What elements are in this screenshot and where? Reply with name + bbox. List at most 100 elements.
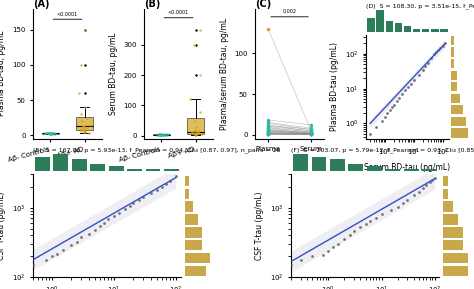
Point <box>366 132 374 136</box>
Point <box>46 132 54 136</box>
Point <box>78 119 85 123</box>
Bar <box>451 59 454 68</box>
Point <box>307 130 315 135</box>
Point <box>79 128 87 133</box>
Bar <box>91 164 105 171</box>
Point <box>48 131 56 136</box>
Y-axis label: Plasma/serum BD-tau, pg/mL: Plasma/serum BD-tau, pg/mL <box>219 18 228 130</box>
Point <box>157 132 165 137</box>
Bar <box>185 214 198 225</box>
Point <box>264 131 272 136</box>
Point <box>104 217 112 222</box>
Bar <box>443 176 448 186</box>
Bar <box>395 23 402 32</box>
Point <box>196 73 203 77</box>
Bar <box>367 18 374 32</box>
Bar <box>54 154 68 171</box>
Point <box>307 132 315 136</box>
Point <box>83 115 91 120</box>
Point <box>428 178 436 182</box>
Point <box>156 132 164 137</box>
Point <box>264 130 272 135</box>
Bar <box>404 169 419 171</box>
Point <box>156 133 164 137</box>
Point <box>307 132 315 137</box>
Point <box>196 109 204 114</box>
Point <box>334 242 342 247</box>
Bar <box>164 169 179 171</box>
Point <box>46 131 53 136</box>
Point <box>154 188 161 192</box>
Point <box>307 131 315 136</box>
Point <box>426 180 433 185</box>
X-axis label: Serum BD-tau (pg/mL): Serum BD-tau (pg/mL) <box>365 163 451 172</box>
Y-axis label: Serum BD-tau, pg/mL: Serum BD-tau, pg/mL <box>109 32 118 115</box>
Point <box>78 127 85 131</box>
Bar <box>443 253 468 263</box>
Point <box>49 131 56 136</box>
Point <box>163 132 171 137</box>
Bar <box>185 266 206 276</box>
Point <box>51 131 58 136</box>
Point <box>386 107 394 112</box>
Point <box>29 263 37 267</box>
Point <box>48 132 55 137</box>
Point <box>432 49 440 54</box>
Bar <box>451 47 454 57</box>
Point <box>85 131 92 136</box>
Point <box>307 131 315 136</box>
Bar <box>431 29 438 32</box>
Point <box>264 130 272 135</box>
Point <box>46 131 54 136</box>
Point <box>264 131 272 136</box>
Point <box>156 133 164 138</box>
Point <box>346 233 353 238</box>
Bar <box>367 166 382 171</box>
Point <box>307 131 315 135</box>
Point <box>423 183 430 188</box>
Point <box>395 95 402 100</box>
Text: (A): (A) <box>33 0 50 9</box>
Point <box>47 131 55 135</box>
Bar <box>443 266 468 276</box>
Point <box>53 251 61 256</box>
Point <box>81 129 89 134</box>
Point <box>82 105 89 110</box>
Point <box>91 228 99 232</box>
Point <box>42 131 49 135</box>
Point <box>307 128 315 133</box>
Point <box>82 126 90 131</box>
Point <box>401 88 409 92</box>
Point <box>115 210 123 215</box>
Point <box>264 129 272 134</box>
Point <box>159 132 166 137</box>
Point <box>75 91 83 95</box>
Bar <box>451 105 463 114</box>
Text: (C): (C) <box>255 0 272 9</box>
Point <box>264 126 272 130</box>
PathPatch shape <box>187 118 204 134</box>
Point <box>194 130 202 135</box>
Point <box>96 223 104 228</box>
Point <box>196 27 204 32</box>
Bar <box>443 188 448 199</box>
Bar <box>185 201 193 212</box>
Point <box>192 133 200 137</box>
Point <box>264 132 272 137</box>
Point <box>264 27 272 31</box>
Point <box>77 63 85 67</box>
Point <box>77 112 85 116</box>
Point <box>307 131 315 136</box>
Point <box>44 130 52 135</box>
Point <box>194 131 202 136</box>
Bar <box>128 169 142 171</box>
Point <box>192 131 200 136</box>
Point <box>193 131 201 135</box>
Point <box>46 131 54 136</box>
Point <box>264 120 272 125</box>
Point <box>415 73 423 77</box>
Point <box>166 179 173 184</box>
Point <box>350 229 357 234</box>
Point <box>307 130 315 135</box>
Point <box>156 132 164 137</box>
